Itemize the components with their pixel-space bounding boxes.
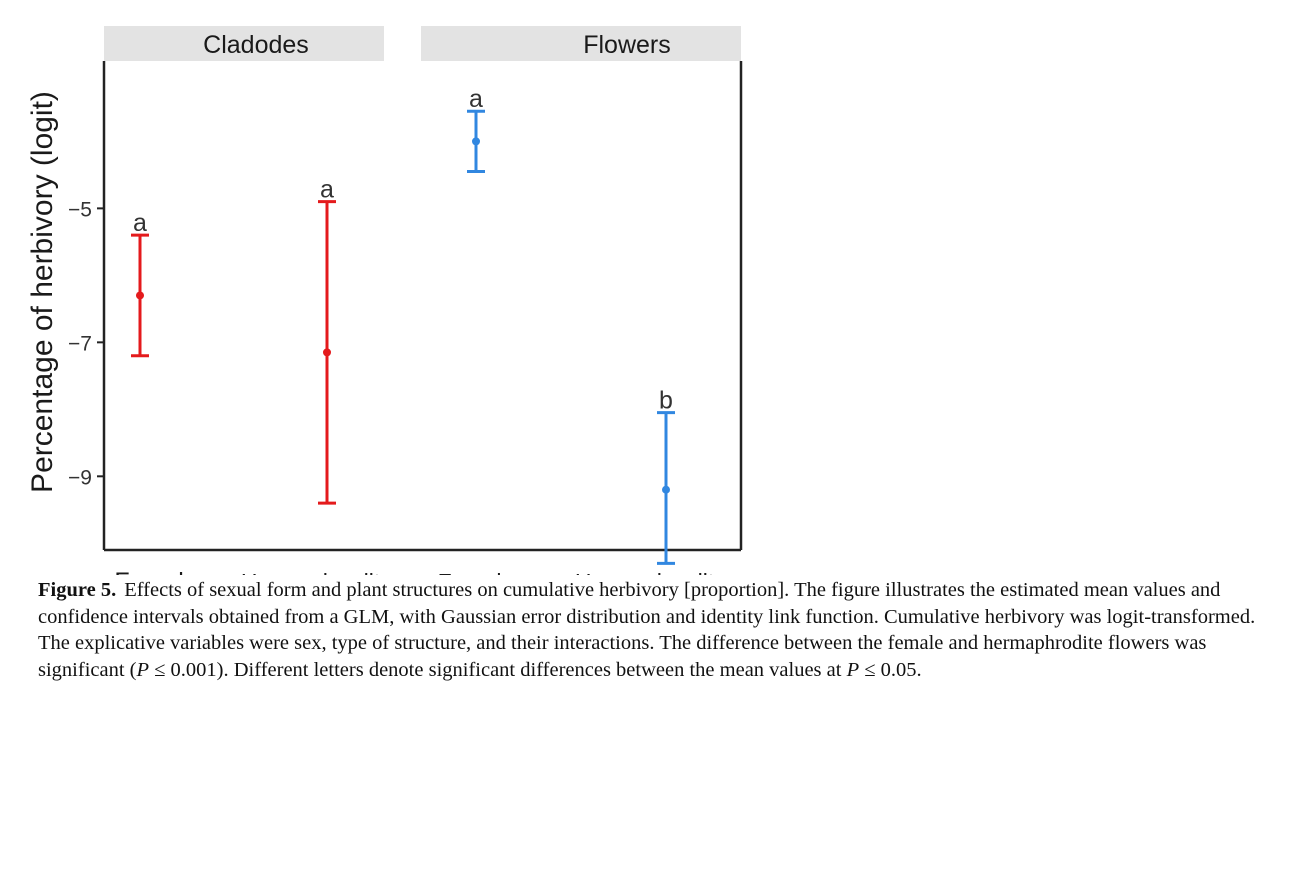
figure-label: Figure 5. <box>38 579 117 601</box>
caption-text-2: ≤ 0.001). Different letters denote signi… <box>149 658 847 681</box>
caption-text-3: ≤ 0.05. <box>859 658 922 681</box>
caption-text-1: Effects of sexual form and plant structu… <box>38 579 1256 681</box>
mean-point-cladodes-hermaphrodite <box>323 348 331 357</box>
mean-point-flowers-hermaphrodite <box>662 485 670 494</box>
significance-letter-flowers-female: a <box>469 85 483 113</box>
significance-letter-flowers-hermaphrodite: b <box>659 387 673 415</box>
significance-letter-cladodes-female: a <box>133 209 147 237</box>
strip-flowers <box>421 26 741 61</box>
y-tick-label-2: −9 <box>68 466 92 489</box>
x-tick-cladodes-hermaphrodite: Hermaphrodite <box>241 569 393 575</box>
y-axis-title: Percentage of herbivory (logit) <box>26 91 59 493</box>
caption-p-symbol-1: P <box>136 658 150 681</box>
x-tick-flowers-female: Female <box>438 569 515 575</box>
mean-point-cladodes-female <box>136 291 144 300</box>
x-tick-flowers-hermaphrodite: Hermaphrodite <box>575 569 727 575</box>
caption-p-symbol-2: P <box>846 658 860 681</box>
y-tick-label-1: −7 <box>68 332 92 355</box>
x-tick-cladodes-female: Female <box>114 568 197 575</box>
herbivory-chart: Cladodes Flowers Percentage of herbivory… <box>26 26 743 575</box>
strip-label-cladodes: Cladodes <box>203 31 309 59</box>
strip-label-flowers: Flowers <box>583 31 671 59</box>
figure-caption: Figure 5. Effects of sexual form and plan… <box>38 577 1288 683</box>
significance-letter-cladodes-hermaphrodite: a <box>320 176 334 204</box>
strip-cladodes <box>104 26 384 61</box>
mean-point-flowers-female <box>472 137 480 146</box>
y-tick-label-0: −5 <box>68 198 92 221</box>
